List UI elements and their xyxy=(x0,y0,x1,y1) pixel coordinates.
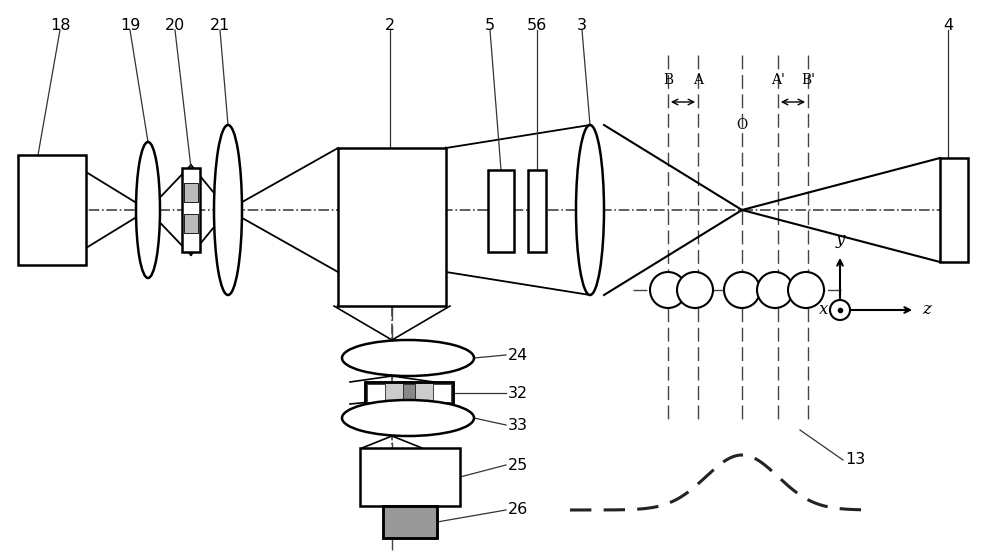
Ellipse shape xyxy=(342,400,474,436)
Bar xyxy=(184,214,198,233)
Bar xyxy=(184,183,198,201)
Text: z: z xyxy=(922,301,931,319)
Text: 3: 3 xyxy=(577,18,587,33)
Ellipse shape xyxy=(576,125,604,295)
Text: y: y xyxy=(835,231,845,248)
Text: 19: 19 xyxy=(120,18,140,33)
Text: 26: 26 xyxy=(508,502,528,518)
Bar xyxy=(338,148,446,306)
Text: 18: 18 xyxy=(50,18,70,33)
Text: 24: 24 xyxy=(508,348,528,363)
Ellipse shape xyxy=(830,300,850,320)
Ellipse shape xyxy=(214,125,242,295)
Bar xyxy=(360,448,460,506)
Bar xyxy=(940,158,968,262)
Text: 32: 32 xyxy=(508,385,528,401)
Bar xyxy=(403,384,415,402)
Bar xyxy=(365,382,453,404)
Bar xyxy=(365,382,453,404)
Text: A: A xyxy=(693,73,703,87)
Ellipse shape xyxy=(788,272,824,308)
Bar xyxy=(367,384,385,402)
Ellipse shape xyxy=(650,272,686,308)
Text: 5: 5 xyxy=(485,18,495,33)
Text: 20: 20 xyxy=(165,18,185,33)
Text: 2: 2 xyxy=(385,18,395,33)
Ellipse shape xyxy=(757,272,793,308)
Ellipse shape xyxy=(724,272,760,308)
Text: 33: 33 xyxy=(508,417,528,433)
Text: x: x xyxy=(819,301,828,319)
Text: 56: 56 xyxy=(527,18,547,33)
Bar xyxy=(383,506,437,538)
Bar xyxy=(433,384,451,402)
Ellipse shape xyxy=(342,340,474,376)
Text: 25: 25 xyxy=(508,458,528,473)
Ellipse shape xyxy=(677,272,713,308)
Text: B: B xyxy=(663,73,673,87)
Text: 13: 13 xyxy=(845,453,865,468)
Text: 4: 4 xyxy=(943,18,953,33)
Text: A': A' xyxy=(771,73,785,87)
Bar xyxy=(528,170,546,252)
Bar xyxy=(182,168,200,252)
Bar xyxy=(383,506,437,538)
Text: 21: 21 xyxy=(210,18,230,33)
Text: B': B' xyxy=(801,73,815,87)
Bar xyxy=(488,170,514,252)
Text: O: O xyxy=(736,118,748,132)
Bar xyxy=(18,155,86,265)
Ellipse shape xyxy=(136,142,160,278)
